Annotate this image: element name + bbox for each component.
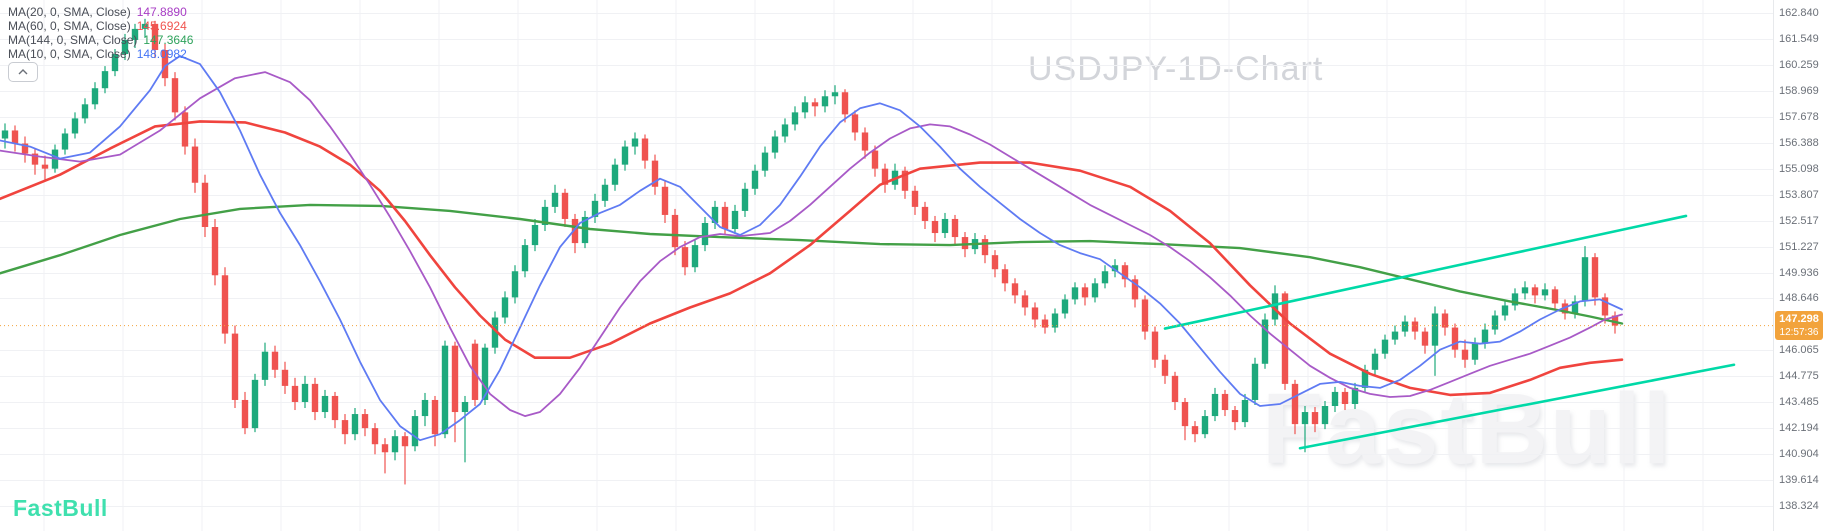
axis-price-label: 160.259 xyxy=(1779,58,1819,71)
ma-value: 147.8890 xyxy=(136,5,187,19)
axis-price-label: 139.614 xyxy=(1779,474,1819,487)
ma-line-ma60[interactable] xyxy=(0,120,1624,397)
legend-row[interactable]: MA(10, 0, SMA, Close) 148.0982 xyxy=(8,47,193,61)
price-axis[interactable]: 147.298 12:57:36 162.840 161.549 160.259 15… xyxy=(1773,0,1824,531)
legend-row[interactable]: MA(60, 0, SMA, Close) 145.6924 xyxy=(8,19,193,33)
ma-line-ma20[interactable] xyxy=(0,71,1623,417)
axis-price-label: 152.517 xyxy=(1779,214,1819,227)
axis-price-label: 138.324 xyxy=(1779,500,1819,513)
axis-price-label: 144.775 xyxy=(1779,370,1819,383)
trendline-upper-channel[interactable] xyxy=(1163,214,1688,330)
ma-label: MA(60, 0, SMA, Close) xyxy=(8,19,131,33)
ma-label: MA(10, 0, SMA, Close) xyxy=(8,47,131,61)
axis-price-label: 149.936 xyxy=(1779,266,1819,279)
axis-price-label: 153.807 xyxy=(1779,188,1819,201)
ma-label: MA(144, 0, SMA, Close) xyxy=(8,33,138,47)
ma-value: 145.6924 xyxy=(136,19,187,33)
symbol-watermark: USDJPY-1D-Chart xyxy=(1028,50,1324,88)
gridlines xyxy=(0,0,1773,531)
ma-value: 148.0982 xyxy=(136,47,187,61)
axis-price-label: 140.904 xyxy=(1779,448,1819,461)
candlestick-chart[interactable] xyxy=(0,0,1773,531)
axis-price-label: 158.969 xyxy=(1779,84,1819,97)
axis-price-label: 156.388 xyxy=(1779,136,1819,149)
current-price: 147.298 xyxy=(1779,313,1819,326)
candles xyxy=(1,18,1619,485)
axis-price-label: 146.065 xyxy=(1779,344,1819,357)
ma-line-ma144[interactable] xyxy=(0,203,1624,325)
axis-price-label: 161.549 xyxy=(1779,32,1819,45)
countdown-timer: 12:57:36 xyxy=(1779,326,1819,338)
legend-row[interactable]: MA(20, 0, SMA, Close) 147.8890 xyxy=(8,5,193,19)
axis-price-label: 143.485 xyxy=(1779,396,1819,409)
chart-plot-area[interactable]: USDJPY-1D-Chart FastBull MA(20, 0, SMA, … xyxy=(0,0,1773,531)
indicator-legend: MA(20, 0, SMA, Close) 147.8890 MA(60, 0, S… xyxy=(8,5,193,61)
current-price-badge: 147.298 12:57:36 xyxy=(1775,311,1823,341)
ma-value: 147.3646 xyxy=(143,33,194,47)
axis-price-label: 142.194 xyxy=(1779,422,1819,435)
legend-row[interactable]: MA(144, 0, SMA, Close) 147.3646 xyxy=(8,33,193,47)
ma-label: MA(20, 0, SMA, Close) xyxy=(8,5,131,19)
ma-line-ma10[interactable] xyxy=(0,55,1623,442)
axis-price-label: 157.678 xyxy=(1779,110,1819,123)
trendline-lower-channel[interactable] xyxy=(1298,363,1736,450)
chevron-up-icon xyxy=(18,69,28,75)
axis-price-label: 151.227 xyxy=(1779,240,1819,253)
axis-price-label: 148.646 xyxy=(1779,292,1819,305)
fastbull-logo: FastBull xyxy=(13,495,108,521)
legend-collapse-button[interactable] xyxy=(8,62,38,82)
axis-price-label: 162.840 xyxy=(1779,7,1819,19)
axis-price-label: 155.098 xyxy=(1779,162,1819,175)
